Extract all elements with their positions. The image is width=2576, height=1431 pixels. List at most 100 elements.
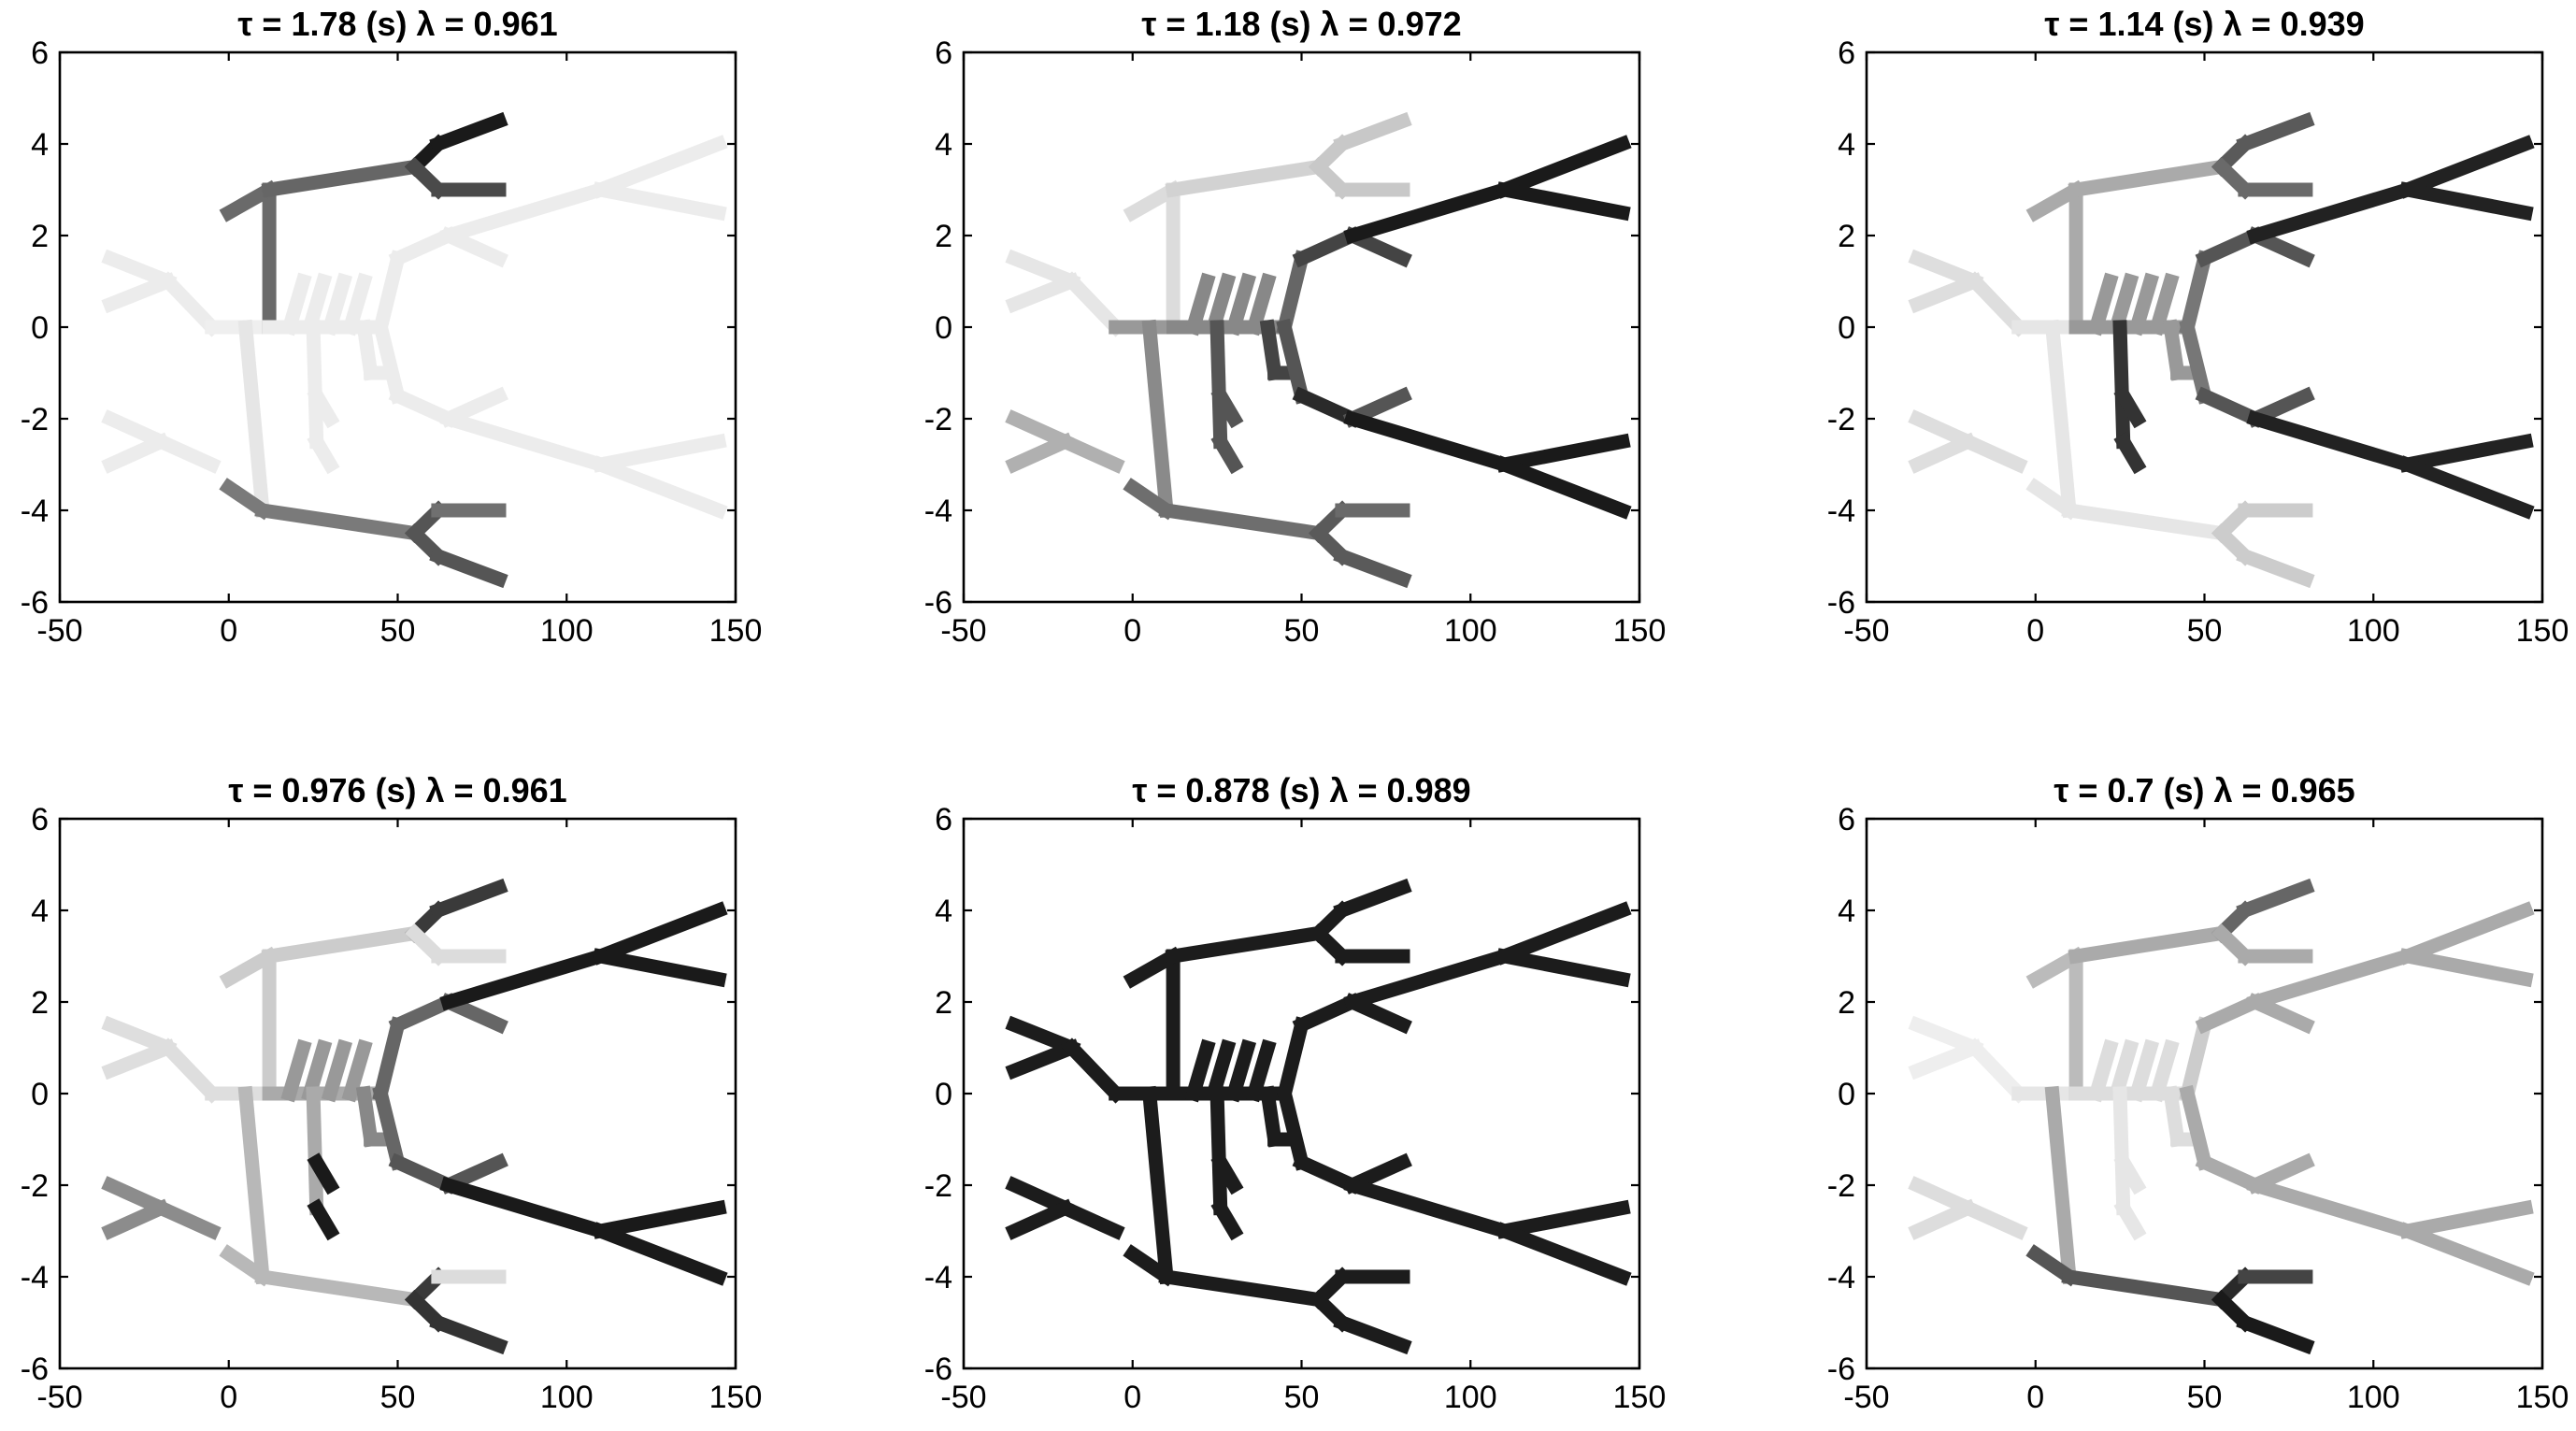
y-tick-label: 4 xyxy=(31,894,49,929)
axes-box xyxy=(58,817,737,1370)
y-tick-label: 6 xyxy=(935,802,952,837)
tree-segment xyxy=(2397,455,2535,520)
tree-segment xyxy=(1210,386,1244,429)
tree-segment xyxy=(1333,111,1412,153)
tree-segment xyxy=(2179,318,2213,405)
tree-segment xyxy=(1495,901,1632,966)
tree-segment xyxy=(1062,271,1126,337)
tree-segment xyxy=(429,111,508,153)
tree-segment xyxy=(2236,878,2315,920)
tree-segment xyxy=(1495,455,1632,520)
x-tick-label: 50 xyxy=(380,613,416,649)
y-tick-label: -4 xyxy=(924,1260,952,1295)
tree-segment xyxy=(2108,1038,2140,1103)
tree-segment xyxy=(301,1038,333,1103)
tree-segment xyxy=(1005,249,1081,291)
tree-segment xyxy=(372,318,407,405)
x-tick-label: 150 xyxy=(2516,613,2569,649)
tree-segment xyxy=(151,1198,222,1240)
tree-segment xyxy=(592,948,727,988)
tree-segment xyxy=(2179,250,2213,336)
tree-segment xyxy=(591,455,728,520)
x-tick-label: -50 xyxy=(36,613,82,649)
x-tick-label: 150 xyxy=(1613,1380,1667,1415)
x-tick-label: 50 xyxy=(2187,1380,2223,1415)
panel-title: τ = 1.14 (s) λ = 0.939 xyxy=(2044,5,2364,43)
y-tick-label: -2 xyxy=(924,1168,952,1204)
tree-segment xyxy=(1205,272,1237,336)
tree-segment xyxy=(1965,1037,2029,1104)
tree-segment xyxy=(101,272,178,314)
tree-segment xyxy=(341,1038,373,1103)
tree-segment xyxy=(429,878,508,920)
tree-segment xyxy=(2397,1222,2535,1286)
tree-segment xyxy=(1245,272,1277,336)
tree-segments xyxy=(101,878,728,1355)
tree-segment xyxy=(591,901,728,966)
x-tick-label: 100 xyxy=(2347,613,2400,649)
x-tick-label: 50 xyxy=(380,1380,416,1415)
y-tick-label: 4 xyxy=(1838,894,1855,929)
tree-segment xyxy=(307,386,340,429)
tree-segment xyxy=(1158,502,1327,542)
tree-segment xyxy=(1158,1268,1327,1309)
tree-segment xyxy=(1184,272,1216,336)
y-tick-label: 0 xyxy=(935,1077,952,1112)
tree-segment xyxy=(2127,1038,2160,1103)
tree-segment xyxy=(592,181,727,222)
tree-segment xyxy=(1062,1037,1126,1104)
y-tick-label: 4 xyxy=(1838,127,1855,163)
y-tick-label: 2 xyxy=(1838,985,1855,1021)
tree-segment xyxy=(2148,1038,2180,1103)
tree-segment xyxy=(429,547,508,589)
tree-segment xyxy=(1958,1198,2028,1240)
tree-segment xyxy=(1343,409,1513,474)
tree-segment xyxy=(1141,319,1175,519)
y-tick-label: 0 xyxy=(1838,1077,1855,1112)
tree-segment xyxy=(2113,386,2147,429)
tree-segment xyxy=(2236,1313,2315,1355)
tree-segment xyxy=(1005,1038,1081,1080)
tree-segment xyxy=(1496,433,1631,473)
tree-segment xyxy=(2246,947,2416,1011)
tree-segment xyxy=(372,1084,407,1171)
tree-segment xyxy=(306,1086,324,1216)
tree-segment xyxy=(1184,1038,1216,1103)
tree-segment xyxy=(2068,924,2230,965)
tree-segment xyxy=(2087,1038,2119,1103)
panel-title: τ = 1.78 (s) λ = 0.961 xyxy=(237,5,557,43)
tree-segment xyxy=(592,433,727,473)
y-tick-label: -2 xyxy=(1827,1168,1855,1204)
tree-segment xyxy=(1245,1038,1277,1103)
tree-segment xyxy=(1495,135,1632,199)
tree-segment xyxy=(2113,1152,2147,1195)
x-tick-label: 100 xyxy=(1444,613,1497,649)
tree-segment xyxy=(372,250,407,336)
tree-segment xyxy=(237,319,271,519)
tree-segment xyxy=(1908,249,1984,291)
tree-segment xyxy=(1005,1015,1081,1057)
y-tick-label: -2 xyxy=(924,402,952,437)
tree-segment xyxy=(1259,1085,1283,1148)
tree-segment xyxy=(280,272,312,336)
y-tick-label: -2 xyxy=(21,1168,49,1204)
x-tick-label: 100 xyxy=(1444,1380,1497,1415)
y-tick-label: 0 xyxy=(935,310,952,346)
y-tick-label: -2 xyxy=(21,402,49,437)
tree-segment xyxy=(2162,1085,2186,1148)
y-tick-label: -4 xyxy=(21,494,49,529)
tree-segment xyxy=(2108,272,2140,336)
tree-segment xyxy=(219,946,279,989)
tree-segment xyxy=(2246,180,2416,245)
tree-segment xyxy=(1958,432,2028,474)
tree-segment xyxy=(1210,1152,1244,1195)
tree-segment xyxy=(307,1198,340,1241)
x-tick-label: 100 xyxy=(540,1380,594,1415)
tree-segment xyxy=(101,1038,178,1080)
axes-box xyxy=(962,50,1641,604)
y-tick-label: 4 xyxy=(935,127,952,163)
tree-segment xyxy=(1908,1015,1984,1057)
tree-segment xyxy=(1276,250,1310,336)
tree-segment xyxy=(341,272,373,336)
panel-3: -50 0 50 100 150 6 4 2 0 -2 -4 -6 τ = 1.14 (s) λ = 0… xyxy=(1827,5,2569,649)
